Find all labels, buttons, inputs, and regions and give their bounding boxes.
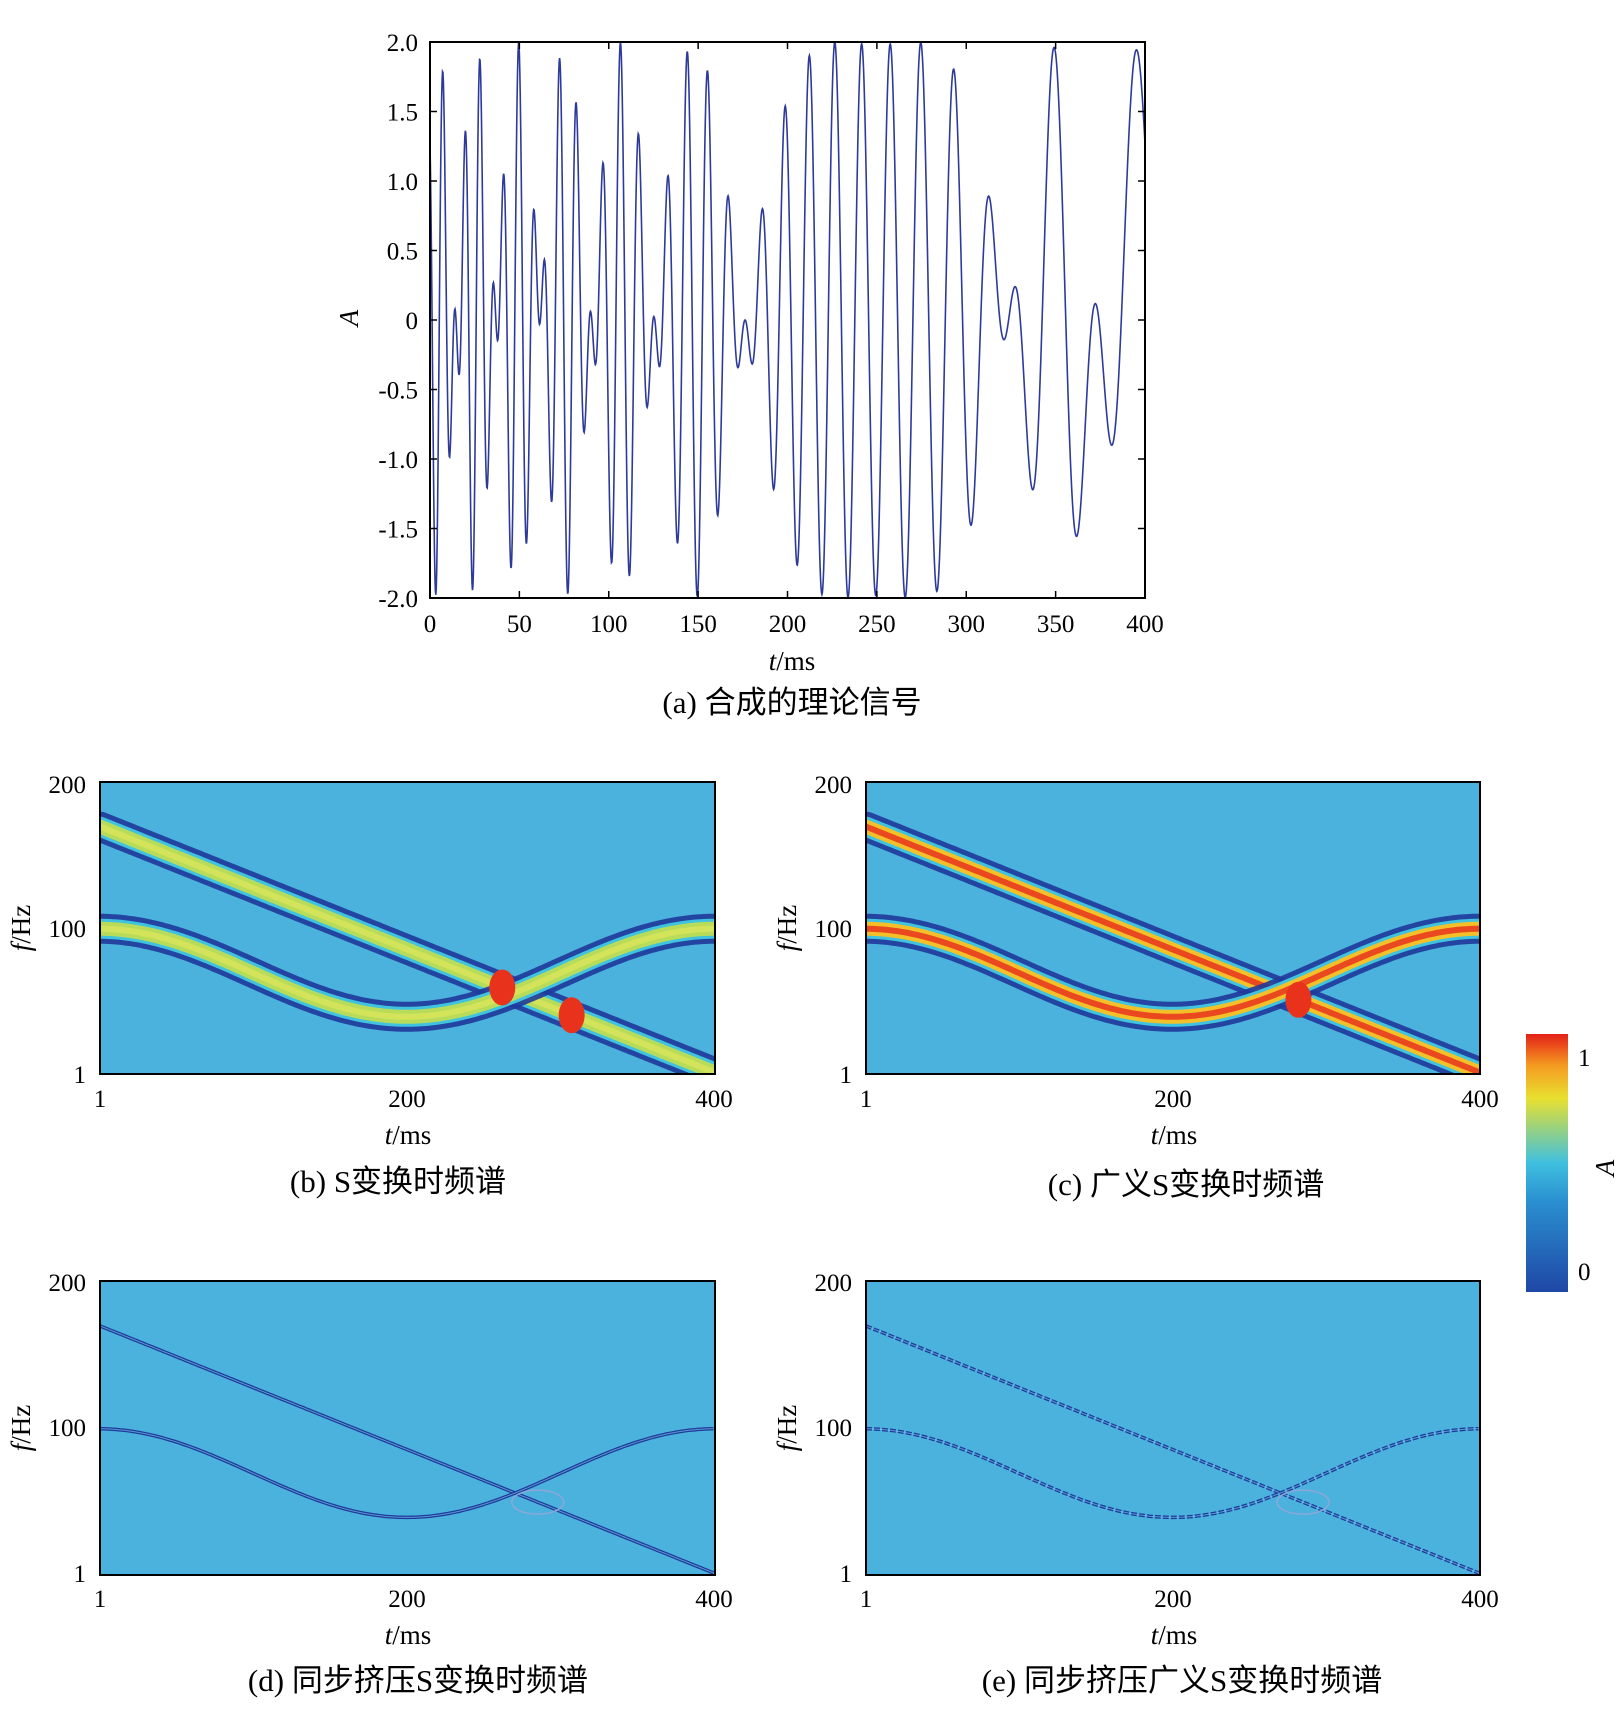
y-tick-label-a: -1.5	[378, 517, 418, 544]
y-tick-c-200: 200	[815, 772, 853, 799]
y-tick-label-a: -1.0	[378, 447, 418, 474]
colorbar: 1 0 A	[1526, 1034, 1618, 1292]
x-tick-label-a: 200	[769, 611, 807, 638]
plot-frame-c	[865, 781, 1481, 1075]
x-tick-label-a: 350	[1037, 611, 1075, 638]
panel-d: 200 100 1 1 200 400 f/Hz t/ms (d) 同步挤压S变…	[6, 1270, 733, 1698]
y-axis-label-e: f/Hz	[772, 1405, 802, 1452]
caption-c: (c) 广义S变换时频谱	[1048, 1167, 1324, 1202]
panel-a: 2.01.51.00.50-0.5-1.0-1.5-2.0 0 50 100 150 2…	[334, 30, 1164, 720]
heatmap-bg-e	[866, 1281, 1480, 1575]
y-tick-e-100: 100	[815, 1415, 853, 1442]
x-tick-b-400: 400	[695, 1086, 733, 1113]
plot-frame-d	[99, 1280, 716, 1576]
x-tick-c-400: 400	[1461, 1086, 1499, 1113]
x-axis-label-d: t/ms	[385, 1620, 432, 1650]
x-tick-b-1: 1	[94, 1086, 107, 1113]
y-tick-d-1: 1	[74, 1561, 87, 1588]
ridges-d	[100, 1324, 715, 1575]
energy-peak-1	[1285, 981, 1312, 1018]
x-ticks-a: 0 50 100 150 200 250 300 350 400	[424, 42, 1164, 638]
ridge-peak-2	[100, 925, 715, 1020]
y-tick-label-a: 0	[406, 308, 419, 335]
crossing-ring	[1276, 1489, 1330, 1515]
ridges-e	[866, 1324, 1480, 1575]
plot-frame-b	[99, 781, 716, 1075]
energy-peak-2	[558, 997, 585, 1034]
ridge-peak-2	[866, 925, 1480, 1020]
x-tick-label-a: 100	[590, 611, 628, 638]
ridge-peak-1	[100, 823, 715, 1074]
ridge-highlight-2	[100, 1428, 714, 1518]
crossing-ring	[510, 1489, 565, 1515]
ridges-b	[100, 811, 715, 1074]
y-tick-c-1: 1	[840, 1062, 853, 1089]
y-tick-e-200: 200	[815, 1270, 853, 1297]
y-axis-label-b: f/Hz	[6, 905, 36, 952]
x-tick-e-200: 200	[1154, 1586, 1192, 1613]
y-tick-label-a: -0.5	[378, 378, 418, 405]
y-tick-b-200: 200	[49, 772, 87, 799]
x-tick-label-a: 300	[948, 611, 986, 638]
x-axis-label-c: t/ms	[1151, 1120, 1198, 1150]
signal-trace	[430, 42, 1145, 598]
y-axis-label-c: f/Hz	[772, 905, 802, 952]
colorbar-min-label: 0	[1578, 1259, 1591, 1286]
y-tick-d-100: 100	[49, 1415, 87, 1442]
y-tick-b-100: 100	[49, 916, 87, 943]
caption-e: (e) 同步挤压广义S变换时频谱	[982, 1663, 1382, 1698]
x-tick-label-a: 50	[507, 611, 532, 638]
y-tick-c-100: 100	[815, 916, 853, 943]
x-tick-e-400: 400	[1461, 1586, 1499, 1613]
x-tick-d-200: 200	[388, 1586, 426, 1613]
y-axis-label-a: A	[334, 309, 364, 328]
x-tick-d-1: 1	[94, 1586, 107, 1613]
x-tick-label-a: 150	[679, 611, 717, 638]
ridge-peak-1	[866, 823, 1480, 1074]
panel-e: 200 100 1 1 200 400 f/Hz t/ms (e) 同步挤压广义…	[772, 1270, 1499, 1698]
x-tick-label-a: 0	[424, 611, 437, 638]
ridge-highlight-2	[866, 1428, 1479, 1518]
y-ticks-a: 2.0 1.5 1.0 0.5 0 -0.5 -1.0 -1.5 -2.0	[378, 30, 1145, 613]
panel-b: 200 100 1 1 200 400 f/Hz t/ms (b) S变换时频谱	[6, 772, 733, 1199]
y-tick-b-1: 1	[74, 1062, 87, 1089]
y-axis-label-d: f/Hz	[6, 1405, 36, 1452]
y-tick-label-a: 1.0	[387, 169, 418, 196]
y-tick-label-a: 0.5	[387, 239, 418, 266]
energy-peak-1	[489, 969, 516, 1006]
x-axis-label-b: t/ms	[385, 1120, 432, 1150]
x-tick-label-a: 250	[858, 611, 896, 638]
x-tick-d-400: 400	[695, 1586, 733, 1613]
caption-a: (a) 合成的理论信号	[662, 685, 921, 720]
signal-line	[430, 42, 1145, 598]
caption-d: (d) 同步挤压S变换时频谱	[248, 1663, 588, 1698]
x-tick-label-a: 400	[1126, 611, 1164, 638]
y-tick-d-200: 200	[49, 1270, 87, 1297]
plot-frame-e	[865, 1280, 1481, 1576]
colorbar-label: A	[1590, 1159, 1618, 1178]
x-tick-e-1: 1	[860, 1586, 873, 1613]
x-axis-label-a: t/ms	[769, 646, 816, 676]
y-tick-e-1: 1	[840, 1561, 853, 1588]
x-axis-label-e: t/ms	[1151, 1620, 1198, 1650]
panel-c: 200 100 1 1 200 400 f/Hz t/ms (c) 广义S变换时…	[772, 772, 1499, 1202]
x-tick-c-1: 1	[860, 1086, 873, 1113]
ridge-highlight-1	[100, 1325, 714, 1574]
caption-b: (b) S变换时频谱	[290, 1164, 506, 1199]
colorbar-gradient	[1526, 1034, 1568, 1292]
x-tick-c-200: 200	[1154, 1086, 1192, 1113]
y-tick-label-a: 2.0	[387, 30, 418, 57]
y-tick-label-a: -2.0	[378, 586, 418, 613]
ridge-highlight-1	[866, 1325, 1479, 1574]
heatmap-bg-d	[100, 1281, 715, 1575]
colorbar-max-label: 1	[1578, 1045, 1591, 1072]
y-tick-label-a: 1.5	[387, 100, 418, 127]
x-tick-b-200: 200	[388, 1086, 426, 1113]
ridges-c	[866, 811, 1480, 1074]
